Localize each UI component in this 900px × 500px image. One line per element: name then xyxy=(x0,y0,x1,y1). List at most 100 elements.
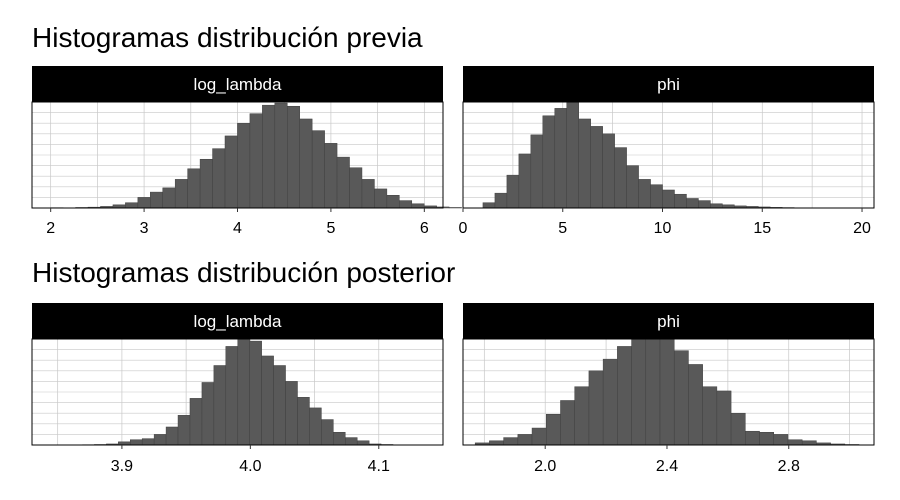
facet-strip xyxy=(463,303,874,339)
histogram-bar xyxy=(542,115,556,209)
histogram-bar xyxy=(566,101,579,209)
histogram-bar xyxy=(650,184,663,209)
histogram-bar xyxy=(297,397,310,446)
x-tick-label: 2.0 xyxy=(534,458,556,475)
x-tick-label: 0 xyxy=(459,220,468,237)
histogram-bar xyxy=(165,426,179,446)
histogram-bar xyxy=(673,350,689,446)
facet-strip xyxy=(32,66,443,102)
histogram-bar xyxy=(361,179,375,209)
histogram-bar xyxy=(333,432,346,446)
histogram-bar xyxy=(213,365,227,446)
facet-label: phi xyxy=(657,312,680,331)
histogram-bar xyxy=(336,156,350,209)
histogram-bar xyxy=(626,165,639,209)
x-tick-label: 5 xyxy=(558,220,567,237)
histogram-bar xyxy=(645,338,661,446)
histogram-bar xyxy=(212,148,226,209)
histogram-bar xyxy=(153,434,167,446)
histogram-bar xyxy=(374,188,388,209)
histogram-bar xyxy=(321,419,334,446)
histogram-bar xyxy=(249,340,262,446)
histogram-bar xyxy=(574,386,590,446)
histogram-bar xyxy=(201,382,215,446)
histogram-bar xyxy=(285,381,298,446)
x-tick-label: 4 xyxy=(233,220,242,237)
facet-strip xyxy=(463,66,874,102)
histogram-bar xyxy=(698,200,711,209)
histogram-bar xyxy=(631,338,647,446)
facet-label: log_lambda xyxy=(194,312,282,331)
histogram-bar xyxy=(399,200,413,209)
x-tick-label: 5 xyxy=(326,220,335,237)
histogram-bar xyxy=(686,198,699,209)
histogram-bar xyxy=(489,440,504,446)
panel-border xyxy=(31,338,444,446)
histogram-bar xyxy=(199,158,213,209)
histogram-bar xyxy=(546,414,561,446)
histogram-bar xyxy=(531,427,547,446)
histogram-bar xyxy=(530,134,544,209)
histogram-bar xyxy=(448,207,462,209)
histogram-bar xyxy=(773,434,789,446)
facet-label: log_lambda xyxy=(194,75,282,94)
histogram-bar xyxy=(262,104,276,209)
x-tick-label: 2 xyxy=(46,220,55,237)
histogram-bar xyxy=(503,437,519,446)
histogram-bar xyxy=(688,364,703,446)
histogram-bar xyxy=(662,189,675,209)
histogram-bar xyxy=(745,430,760,446)
x-tick-label: 10 xyxy=(654,220,672,237)
histogram-bar xyxy=(494,192,508,209)
section-title-prior: Histogramas distribución previa xyxy=(32,22,423,53)
histogram-bar xyxy=(287,105,300,209)
histogram-bar xyxy=(578,118,591,209)
histogram-bar xyxy=(801,440,817,446)
x-tick-label: 2.4 xyxy=(656,458,678,475)
x-tick-label: 4.0 xyxy=(239,458,261,475)
histogram-bar xyxy=(659,338,675,446)
histogram-bar xyxy=(177,415,191,446)
panel-border xyxy=(462,101,875,209)
histogram-bar xyxy=(324,143,338,209)
histogram-bar xyxy=(482,202,496,209)
histogram-bar xyxy=(386,195,400,209)
histogram-bar xyxy=(560,400,575,446)
x-tick-label: 2.8 xyxy=(778,458,800,475)
histogram-bar xyxy=(137,197,151,209)
histogram-bar xyxy=(759,432,774,446)
histogram-bar xyxy=(517,434,533,446)
histogram-bar xyxy=(787,439,803,446)
histogram-bar xyxy=(554,108,567,209)
x-tick-label: 3 xyxy=(140,220,149,237)
histogram-bar xyxy=(602,358,618,446)
histogram-bar xyxy=(273,365,286,446)
histogram-bar xyxy=(730,412,746,446)
facet-label: phi xyxy=(657,75,680,94)
histogram-bar xyxy=(674,193,687,209)
histogram-bar xyxy=(261,355,274,446)
histogram-bar xyxy=(518,153,532,209)
histogram-bar xyxy=(702,386,718,446)
histogram-bar xyxy=(237,338,250,446)
histogram-bar xyxy=(225,346,239,446)
histogram-bar xyxy=(590,126,603,209)
histogram-bar xyxy=(174,179,188,209)
histogram-bar xyxy=(249,113,263,209)
x-tick-label: 3.9 xyxy=(111,458,133,475)
histogram-bar xyxy=(710,203,723,209)
histogram-bar xyxy=(345,437,358,446)
section-title-posterior: Histogramas distribución posterior xyxy=(32,257,456,288)
x-tick-label: 6 xyxy=(420,220,429,237)
histogram-bar xyxy=(150,191,163,209)
histogram-bar xyxy=(309,407,322,446)
histogram-bar xyxy=(141,438,155,446)
histogram-bar xyxy=(602,133,615,209)
histogram-bar xyxy=(162,187,176,209)
histogram-bar xyxy=(356,440,370,446)
panel-border xyxy=(462,338,875,446)
histogram-bar xyxy=(617,346,632,446)
histogram-bar xyxy=(614,147,627,209)
facet-strip xyxy=(32,303,443,339)
